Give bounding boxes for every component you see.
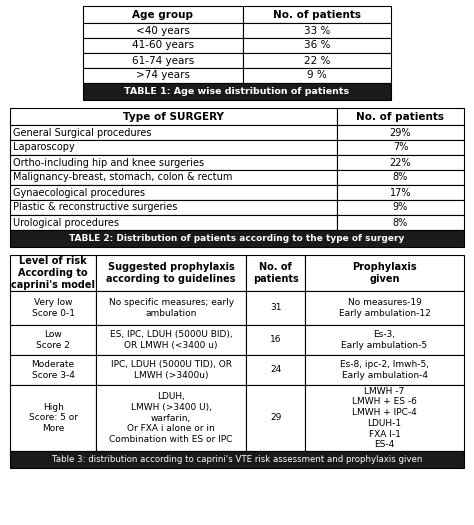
- Text: Es-8, ipc-2, lmwh-5,
Early ambulation-4: Es-8, ipc-2, lmwh-5, Early ambulation-4: [340, 360, 429, 380]
- Text: Prophylaxis
given: Prophylaxis given: [352, 262, 417, 284]
- Bar: [96, 291, 246, 325]
- Text: Level of risk
According to
caprini's model: Level of risk According to caprini's mod…: [11, 256, 95, 290]
- Bar: [305, 385, 464, 451]
- Text: 7%: 7%: [393, 142, 408, 152]
- Text: 61-74 years: 61-74 years: [132, 56, 194, 66]
- Text: >74 years: >74 years: [136, 70, 190, 80]
- Text: TABLE 1: Age wise distribution of patients: TABLE 1: Age wise distribution of patien…: [125, 87, 349, 96]
- Text: Moderate
Score 3-4: Moderate Score 3-4: [32, 360, 75, 380]
- Bar: [96, 325, 246, 355]
- Text: Table 3: distribution according to caprini's VTE risk assessment and prophylaxis: Table 3: distribution according to capri…: [52, 455, 422, 464]
- Bar: [10, 215, 337, 230]
- Text: Urological procedures: Urological procedures: [13, 217, 119, 227]
- Bar: [10, 170, 337, 185]
- Text: 8%: 8%: [393, 173, 408, 183]
- Bar: [96, 255, 246, 291]
- Bar: [10, 230, 464, 247]
- Text: 22%: 22%: [390, 158, 411, 167]
- Text: IPC, LDUH (5000U TID), OR
LMWH (>3400u): IPC, LDUH (5000U TID), OR LMWH (>3400u): [110, 360, 232, 380]
- Bar: [10, 355, 96, 385]
- Bar: [243, 38, 392, 53]
- Text: No specific measures; early
ambulation: No specific measures; early ambulation: [109, 298, 234, 318]
- Text: 9 %: 9 %: [308, 70, 327, 80]
- Text: Ortho-including hip and knee surgeries: Ortho-including hip and knee surgeries: [13, 158, 204, 167]
- Text: 8%: 8%: [393, 217, 408, 227]
- Text: ES, IPC, LDUH (5000U BID),
OR LMWH (<3400 u): ES, IPC, LDUH (5000U BID), OR LMWH (<340…: [110, 330, 232, 350]
- Text: 29: 29: [270, 414, 281, 423]
- Bar: [337, 200, 464, 215]
- Bar: [82, 53, 243, 68]
- Text: Malignancy-breast, stomach, colon & rectum: Malignancy-breast, stomach, colon & rect…: [13, 173, 232, 183]
- Bar: [337, 125, 464, 140]
- Bar: [243, 23, 392, 38]
- Bar: [82, 23, 243, 38]
- Bar: [337, 170, 464, 185]
- Bar: [10, 108, 337, 125]
- Bar: [246, 325, 305, 355]
- Bar: [96, 385, 246, 451]
- Text: 9%: 9%: [393, 203, 408, 213]
- Text: 17%: 17%: [390, 187, 411, 197]
- Text: No measures-19
Early ambulation-12: No measures-19 Early ambulation-12: [339, 298, 430, 318]
- Bar: [82, 38, 243, 53]
- Text: No. of patients: No. of patients: [356, 111, 445, 121]
- Text: <40 years: <40 years: [136, 26, 190, 36]
- Bar: [82, 83, 392, 100]
- Text: No. of
patients: No. of patients: [253, 262, 299, 284]
- Text: General Surgical procedures: General Surgical procedures: [13, 128, 152, 138]
- Text: 16: 16: [270, 335, 282, 344]
- Text: 31: 31: [270, 303, 282, 312]
- Bar: [337, 215, 464, 230]
- Bar: [10, 155, 337, 170]
- Text: LMWH -7
LMWH + ES -6
LMWH + IPC-4
LDUH-1
FXA I-1
ES-4: LMWH -7 LMWH + ES -6 LMWH + IPC-4 LDUH-1…: [352, 386, 417, 449]
- Bar: [305, 325, 464, 355]
- Bar: [246, 291, 305, 325]
- Text: Laparoscopy: Laparoscopy: [13, 142, 75, 152]
- Text: 41-60 years: 41-60 years: [132, 40, 194, 50]
- Text: Age group: Age group: [132, 9, 193, 19]
- Bar: [10, 255, 96, 291]
- Bar: [10, 291, 96, 325]
- Text: 36 %: 36 %: [304, 40, 330, 50]
- Text: High
Score: 5 or
More: High Score: 5 or More: [28, 403, 78, 433]
- Text: 24: 24: [270, 365, 281, 374]
- Bar: [82, 6, 243, 23]
- Text: Low
Score 2: Low Score 2: [36, 330, 70, 350]
- Bar: [243, 53, 392, 68]
- Text: Suggested prophylaxis
according to guidelines: Suggested prophylaxis according to guide…: [107, 262, 236, 284]
- Text: 33 %: 33 %: [304, 26, 330, 36]
- Text: Plastic & reconstructive surgeries: Plastic & reconstructive surgeries: [13, 203, 177, 213]
- Bar: [305, 255, 464, 291]
- Bar: [10, 125, 337, 140]
- Bar: [246, 255, 305, 291]
- Text: Very low
Score 0-1: Very low Score 0-1: [32, 298, 74, 318]
- Bar: [337, 108, 464, 125]
- Bar: [10, 140, 337, 155]
- Text: Es-3,
Early ambulation-5: Es-3, Early ambulation-5: [341, 330, 428, 350]
- Bar: [246, 355, 305, 385]
- Bar: [10, 185, 337, 200]
- Bar: [243, 6, 392, 23]
- Bar: [243, 68, 392, 83]
- Text: 29%: 29%: [390, 128, 411, 138]
- Bar: [96, 355, 246, 385]
- Text: 22 %: 22 %: [304, 56, 330, 66]
- Text: Type of SURGERY: Type of SURGERY: [123, 111, 224, 121]
- Bar: [337, 155, 464, 170]
- Text: Gynaecological procedures: Gynaecological procedures: [13, 187, 145, 197]
- Bar: [10, 325, 96, 355]
- Text: LDUH,
LMWH (>3400 U),
warfarin,
Or FXA i alone or in
Combination with ES or IPC: LDUH, LMWH (>3400 U), warfarin, Or FXA i…: [109, 392, 233, 444]
- Bar: [82, 68, 243, 83]
- Bar: [337, 140, 464, 155]
- Text: No. of patients: No. of patients: [273, 9, 361, 19]
- Text: TABLE 2: Distribution of patients according to the type of surgery: TABLE 2: Distribution of patients accord…: [69, 234, 405, 243]
- Bar: [10, 451, 464, 468]
- Bar: [305, 291, 464, 325]
- Bar: [305, 355, 464, 385]
- Bar: [246, 385, 305, 451]
- Bar: [10, 385, 96, 451]
- Bar: [10, 200, 337, 215]
- Bar: [337, 185, 464, 200]
